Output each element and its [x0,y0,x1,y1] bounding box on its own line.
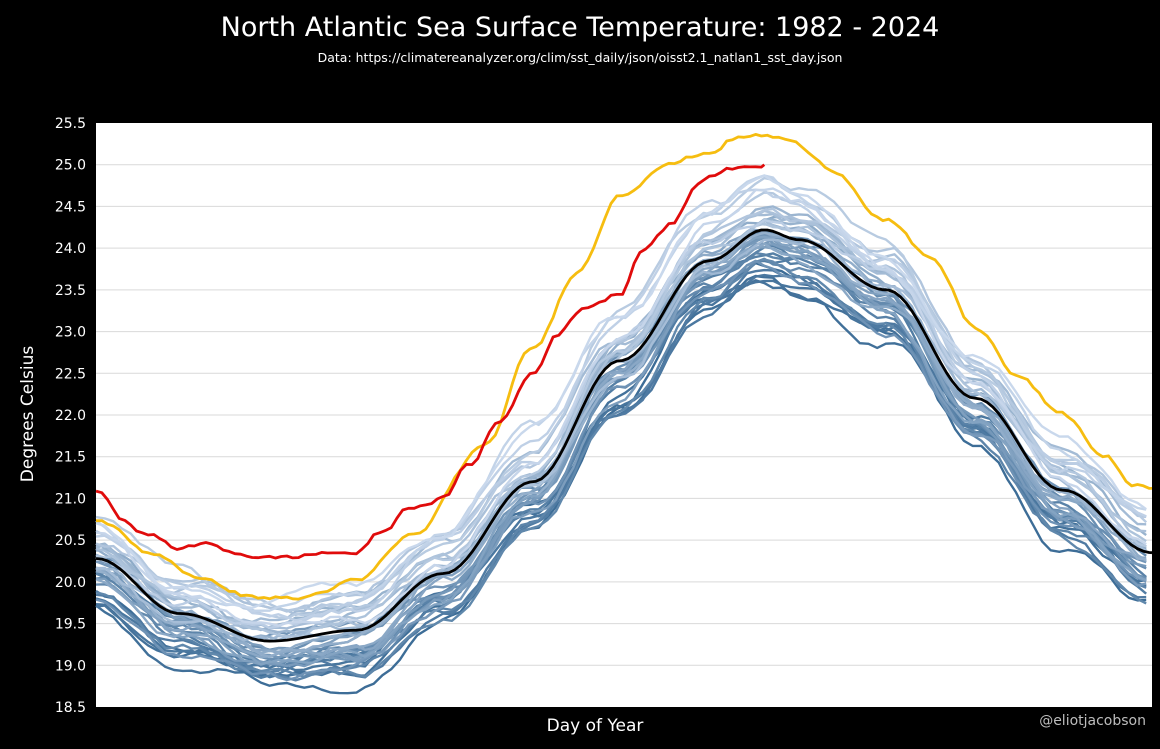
y-tick-label: 22.5 [55,366,86,382]
y-tick-label: 24.0 [55,241,86,257]
year-line-2011 [95,213,1147,624]
year-line-2016 [95,191,1147,612]
y-tick-label: 21.0 [55,491,86,507]
y-tick-label: 18.5 [55,700,86,716]
year-line-1986 [95,273,1147,668]
series-line-red [95,163,766,560]
y-tick-label: 21.5 [55,450,86,466]
series-line-gold [95,133,1153,601]
series-group [95,133,1153,643]
y-tick-label: 24.5 [55,199,86,215]
y-axis: 18.5 19.0 19.5 20.0 20.5 21.0 21.5 22.0 22.5 23.0… [55,116,86,716]
gridlines [96,164,1152,666]
y-tick-label: 19.5 [55,617,86,633]
year-line-2021 [95,187,1147,627]
year-line-2014 [95,222,1147,639]
y-tick-label: 20.0 [55,575,86,591]
y-tick-label: 23.0 [55,325,86,341]
x-axis-label: Day of Year [546,716,644,736]
mean-line [95,228,1153,643]
y-tick-label: 19.0 [55,658,86,674]
year-line-1999 [95,238,1147,668]
y-tick-label: 23.5 [55,283,86,299]
chart-title: North Atlantic Sea Surface Temperature: … [220,12,940,43]
y-tick-label: 22.0 [55,408,86,424]
y-axis-label: Degrees Celsius [18,345,38,483]
year-line-2022 [95,174,1147,610]
y-tick-label: 20.5 [55,533,86,549]
historical-years [95,174,1148,695]
chart-subtitle: Data: https://climatereanalyzer.org/clim… [317,50,843,65]
author-credit: @eliotjacobson [1039,713,1146,729]
year-line-2015 [95,207,1147,613]
y-tick-label: 25.5 [55,116,86,132]
year-line-2019 [95,188,1147,622]
y-tick-label: 25.0 [55,158,86,174]
year-line-1992 [95,257,1147,678]
